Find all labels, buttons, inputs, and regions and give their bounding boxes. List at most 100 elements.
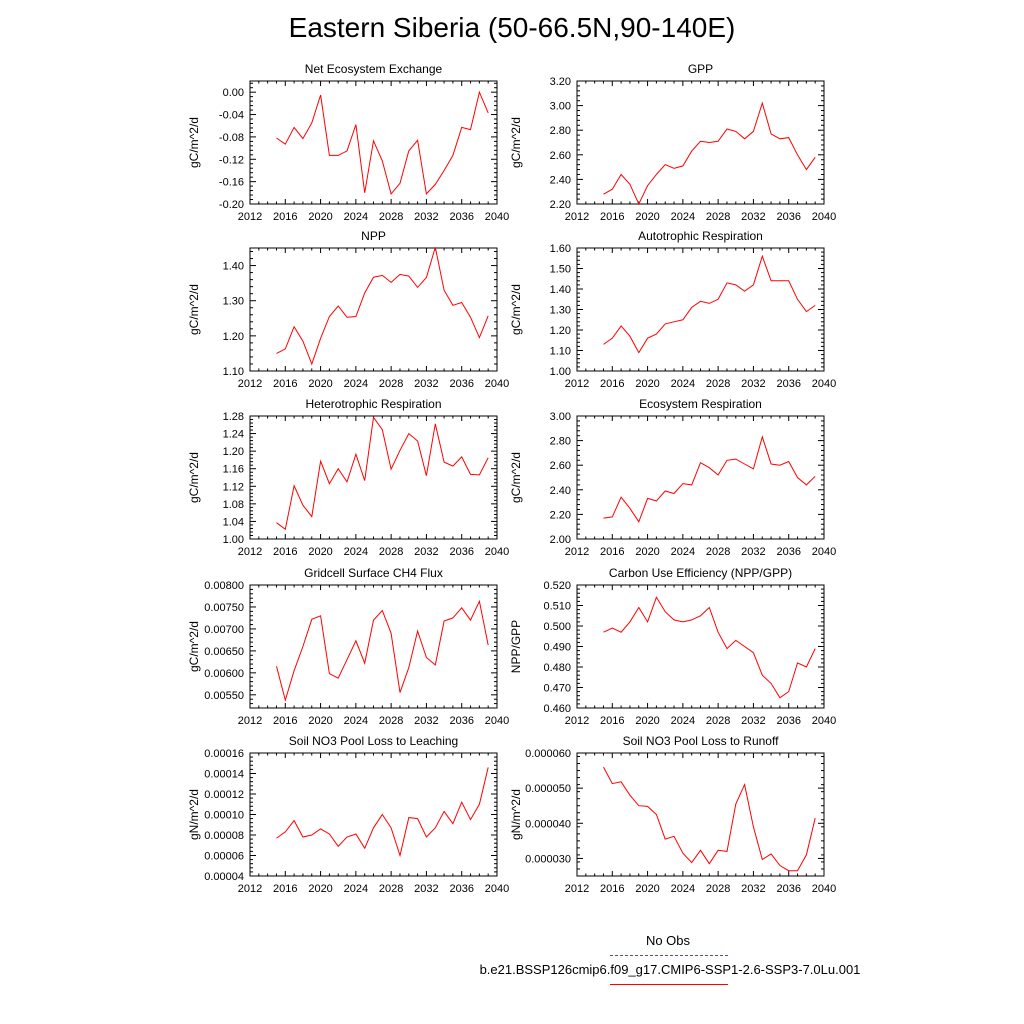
x-tick-label: 2040 bbox=[485, 546, 509, 558]
plot-frame bbox=[249, 247, 498, 372]
chart-panel: Net Ecosystem Exchange gC/m^2/d 2012 2016 20… bbox=[187, 62, 509, 223]
x-tick-label: 2012 bbox=[565, 715, 589, 727]
x-tick-label: 2040 bbox=[485, 211, 509, 223]
y-tick-label: 1.30 bbox=[223, 296, 244, 308]
x-tick-label: 2040 bbox=[485, 883, 509, 895]
chart-title: Soil NO3 Pool Loss to Runoff bbox=[623, 734, 780, 748]
y-tick-label: 1.40 bbox=[223, 261, 244, 273]
x-tick-label: 2028 bbox=[379, 715, 403, 727]
series-line bbox=[276, 247, 489, 366]
y-tick-label: -0.04 bbox=[219, 110, 244, 122]
x-tick-label: 2040 bbox=[812, 883, 836, 895]
y-tick-label: 0.00 bbox=[223, 87, 244, 99]
x-tick-label: 2032 bbox=[741, 211, 765, 223]
y-tick-label: 0.00012 bbox=[204, 789, 244, 801]
y-tick-label: 1.12 bbox=[223, 481, 244, 493]
chart-panel: Soil NO3 Pool Loss to Runoff gN/m^2/d 2012… bbox=[509, 734, 836, 895]
y-tick-label: 1.00 bbox=[223, 534, 244, 546]
y-tick-label: 0.500 bbox=[543, 621, 571, 633]
y-tick-label: 0.470 bbox=[543, 683, 571, 695]
x-tick-label: 2020 bbox=[308, 211, 332, 223]
x-tick-label: 2016 bbox=[600, 546, 624, 558]
x-tick-label: 2024 bbox=[671, 883, 695, 895]
y-tick-label: 1.04 bbox=[223, 516, 244, 528]
y-tick-label: -0.08 bbox=[219, 132, 244, 144]
y-tick-label: 0.000050 bbox=[525, 783, 571, 795]
y-axis-label: gC/m^2/d bbox=[187, 117, 201, 168]
y-tick-label: 0.000060 bbox=[525, 748, 571, 760]
y-axis-label: gN/m^2/d bbox=[509, 789, 523, 840]
x-tick-label: 2036 bbox=[449, 378, 473, 390]
chart-title: Net Ecosystem Exchange bbox=[305, 62, 443, 76]
y-tick-label: 0.00014 bbox=[204, 769, 244, 781]
y-tick-label: 0.000030 bbox=[525, 853, 571, 865]
x-tick-label: 2020 bbox=[635, 715, 659, 727]
x-tick-label: 2036 bbox=[776, 211, 800, 223]
x-tick-label: 2032 bbox=[741, 715, 765, 727]
y-tick-label: 1.08 bbox=[223, 499, 244, 511]
legend-label-obs: No Obs bbox=[645, 933, 691, 948]
x-tick-label: 2028 bbox=[379, 883, 403, 895]
y-axis-label: gC/m^2/d bbox=[509, 284, 523, 335]
x-tick-label: 2012 bbox=[238, 715, 262, 727]
y-tick-label: 0.00010 bbox=[204, 810, 244, 822]
y-tick-label: 3.00 bbox=[550, 411, 571, 423]
y-tick-label: 2.20 bbox=[550, 199, 571, 211]
y-axis-label: gC/m^2/d bbox=[509, 117, 523, 168]
y-tick-label: 1.50 bbox=[550, 264, 571, 276]
plot-frame bbox=[249, 584, 498, 709]
y-tick-label: 0.00800 bbox=[204, 580, 244, 592]
chart-title: Autotrophic Respiration bbox=[638, 229, 763, 243]
y-axis-label: gC/m^2/d bbox=[187, 621, 201, 672]
y-tick-label: 0.490 bbox=[543, 642, 571, 654]
y-tick-label: 1.30 bbox=[550, 305, 571, 317]
x-tick-label: 2016 bbox=[273, 378, 297, 390]
x-tick-label: 2012 bbox=[238, 211, 262, 223]
y-axis-label: gN/m^2/d bbox=[187, 789, 201, 840]
y-tick-label: 2.40 bbox=[550, 174, 571, 186]
x-tick-label: 2028 bbox=[379, 378, 403, 390]
series-line bbox=[603, 435, 816, 523]
y-tick-label: 1.40 bbox=[550, 284, 571, 296]
x-tick-label: 2032 bbox=[741, 883, 765, 895]
y-tick-label: 0.00006 bbox=[204, 851, 244, 863]
series-line bbox=[603, 101, 816, 206]
x-tick-label: 2020 bbox=[635, 378, 659, 390]
chart-title: NPP bbox=[361, 229, 386, 243]
chart-title: GPP bbox=[688, 62, 713, 76]
y-axis-label: gC/m^2/d bbox=[187, 284, 201, 335]
chart-title: Heterotrophic Respiration bbox=[305, 397, 441, 411]
y-axis-label: gC/m^2/d bbox=[509, 452, 523, 503]
x-tick-label: 2036 bbox=[776, 546, 800, 558]
plot-frame bbox=[576, 752, 825, 877]
x-tick-label: 2040 bbox=[485, 378, 509, 390]
x-tick-label: 2036 bbox=[449, 883, 473, 895]
x-tick-label: 2024 bbox=[344, 546, 368, 558]
y-tick-label: -0.12 bbox=[219, 154, 244, 166]
y-tick-label: 2.20 bbox=[550, 509, 571, 521]
x-tick-label: 2028 bbox=[706, 883, 730, 895]
x-tick-label: 2028 bbox=[706, 546, 730, 558]
x-tick-label: 2024 bbox=[344, 211, 368, 223]
y-tick-label: 1.24 bbox=[223, 429, 244, 441]
y-tick-label: 2.80 bbox=[550, 125, 571, 137]
x-tick-label: 2032 bbox=[414, 378, 438, 390]
x-tick-label: 2016 bbox=[600, 378, 624, 390]
y-tick-label: 0.00700 bbox=[204, 624, 244, 636]
plot-frame bbox=[576, 247, 825, 372]
x-tick-label: 2028 bbox=[706, 211, 730, 223]
x-tick-label: 2028 bbox=[379, 546, 403, 558]
y-tick-label: 0.00600 bbox=[204, 668, 244, 680]
series-line bbox=[603, 254, 816, 354]
x-tick-label: 2024 bbox=[671, 715, 695, 727]
legend-line-obs bbox=[610, 955, 728, 956]
x-tick-label: 2020 bbox=[308, 883, 332, 895]
series-line bbox=[276, 415, 489, 531]
x-tick-label: 2016 bbox=[273, 211, 297, 223]
x-tick-label: 2032 bbox=[741, 378, 765, 390]
y-tick-label: 2.00 bbox=[550, 534, 571, 546]
x-tick-label: 2036 bbox=[449, 211, 473, 223]
x-tick-label: 2012 bbox=[238, 546, 262, 558]
chart-panel: Autotrophic Respiration gC/m^2/d 2012 2016 2… bbox=[509, 229, 836, 390]
x-tick-label: 2032 bbox=[741, 546, 765, 558]
